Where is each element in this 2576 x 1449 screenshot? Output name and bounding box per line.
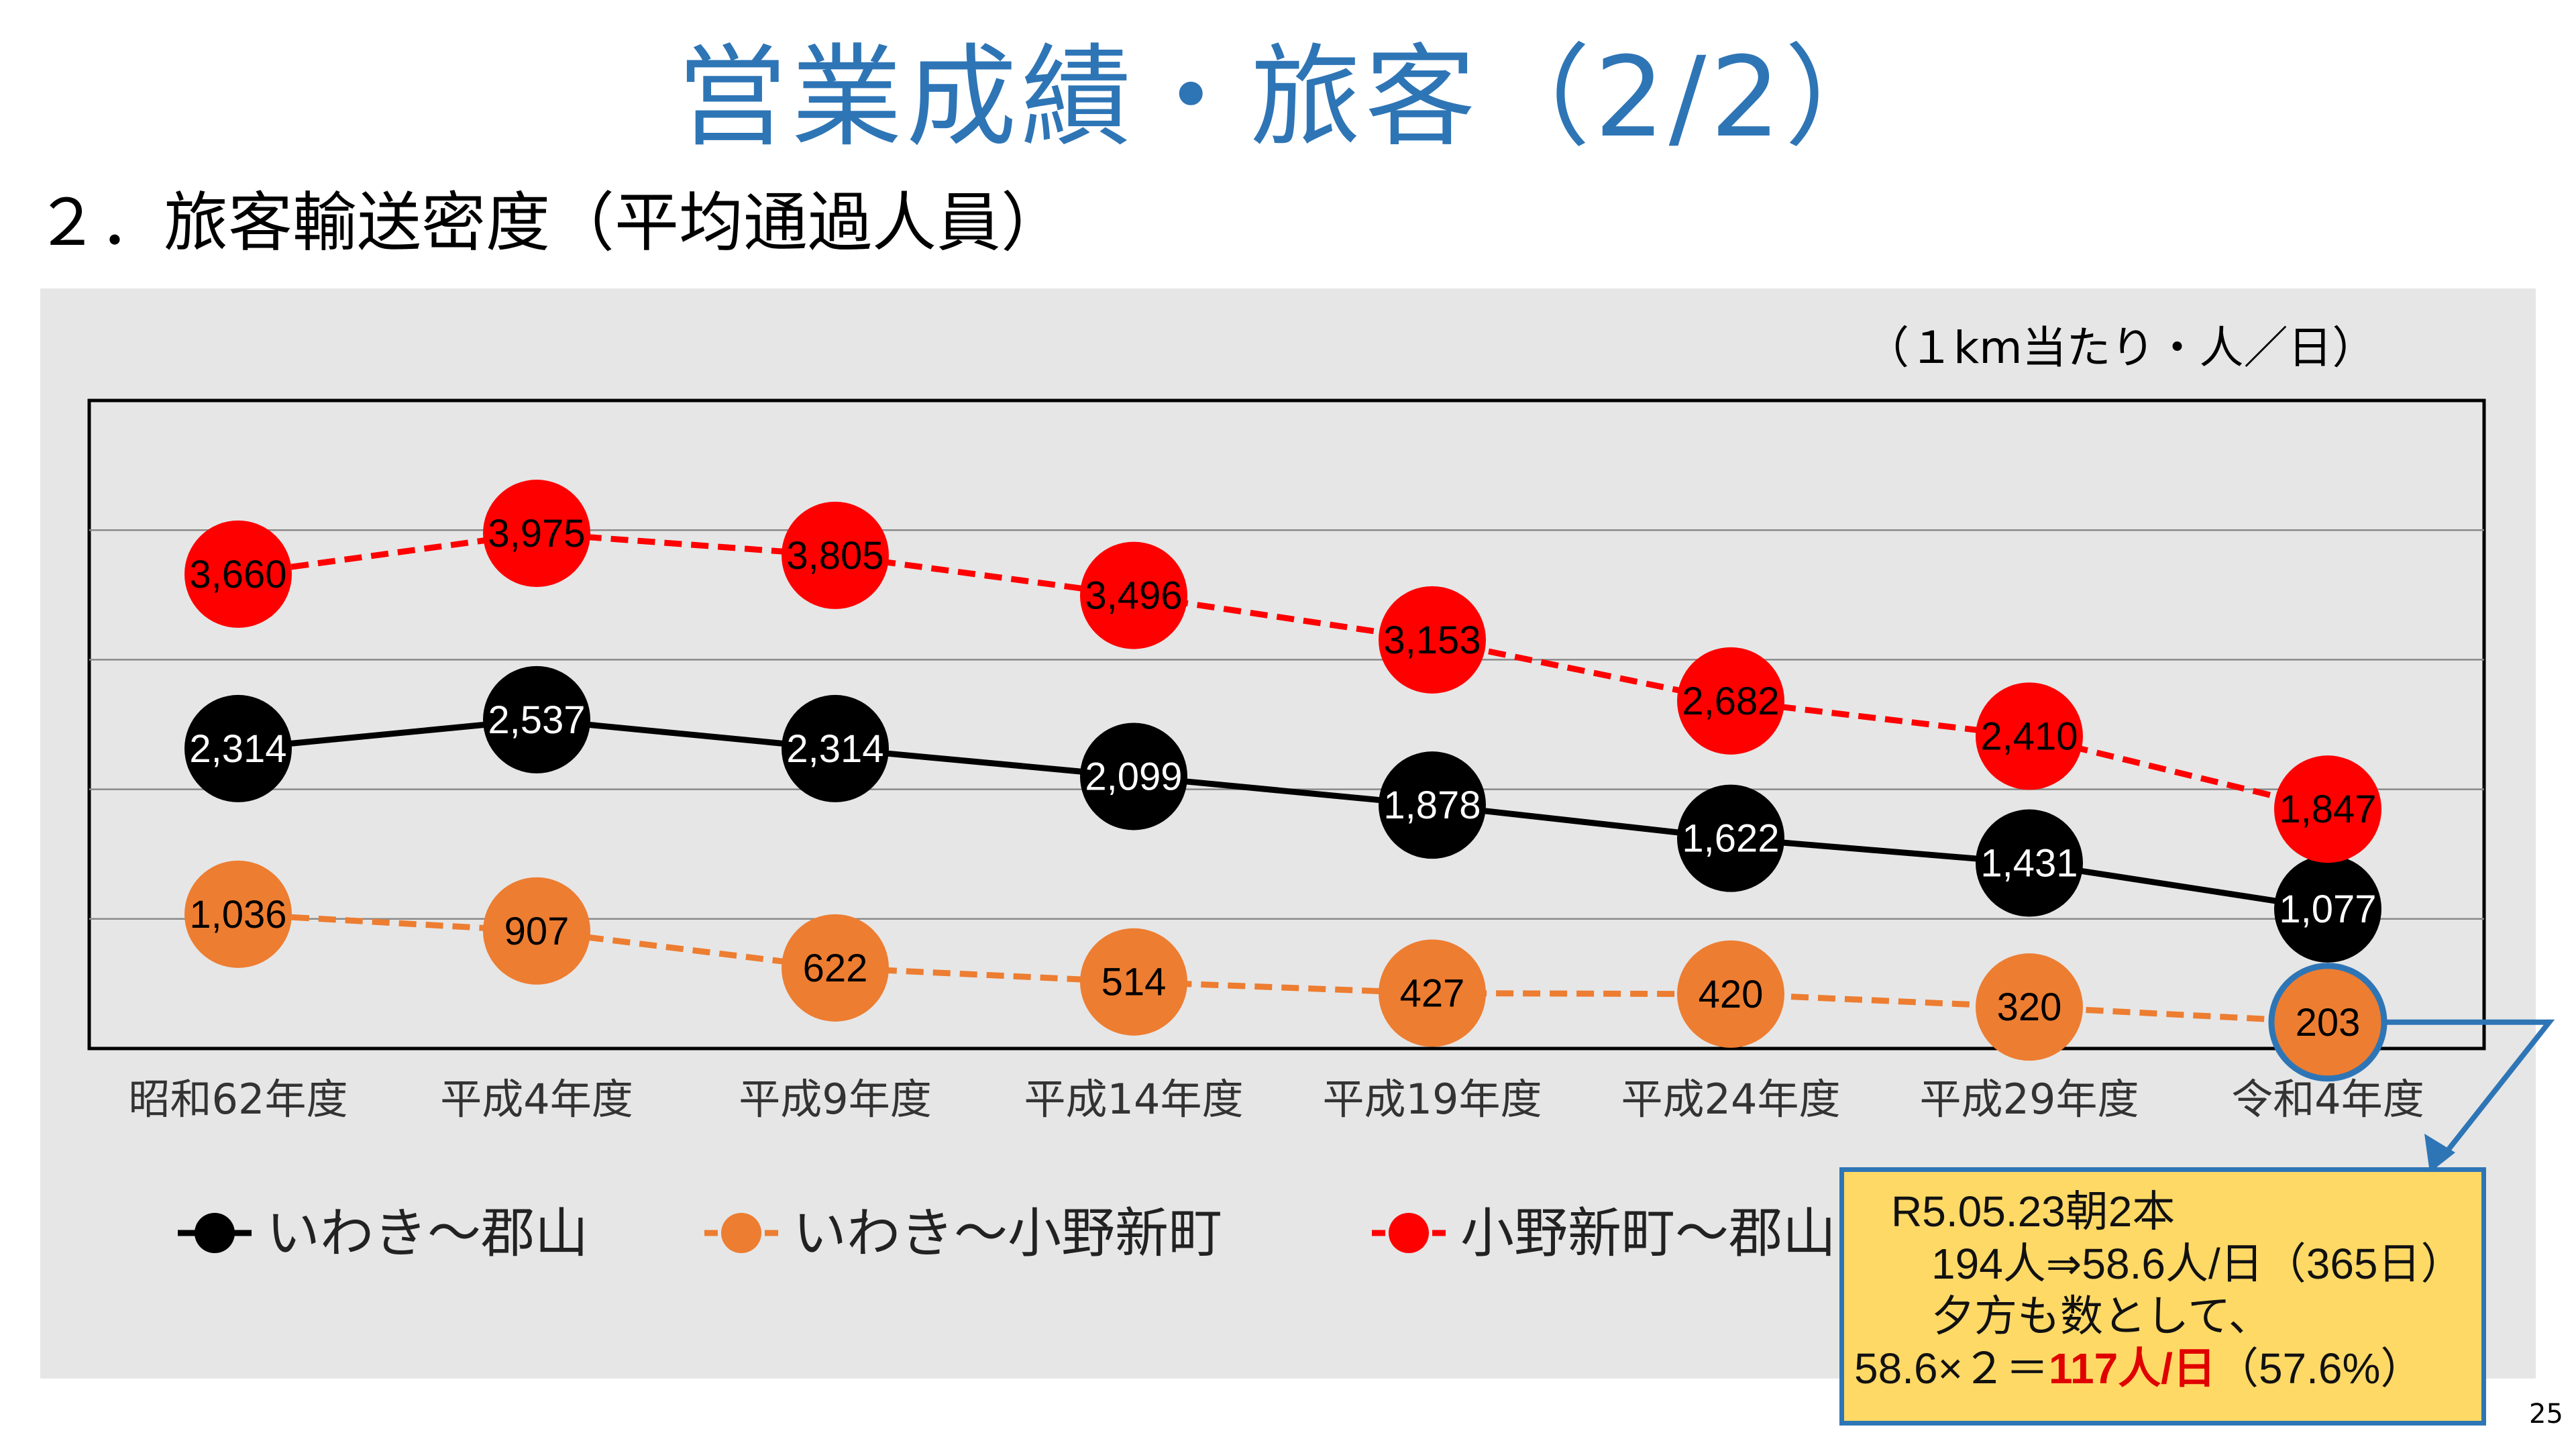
data-point <box>1080 928 1187 1036</box>
callout-line-1: R5.05.23朝2本 <box>1891 1187 2176 1236</box>
x-tick-label: 平成4年度 <box>440 1075 633 1124</box>
data-label: 2,682 <box>1682 680 1779 723</box>
data-point <box>1677 784 1784 892</box>
data-label: 320 <box>1997 985 2062 1029</box>
data-point <box>1080 722 1187 830</box>
data-label: 203 <box>2296 1001 2361 1044</box>
x-tick-label: 平成14年度 <box>1024 1075 1244 1124</box>
data-point <box>184 520 292 628</box>
data-point <box>184 694 292 802</box>
data-point <box>1677 647 1784 755</box>
data-label: 3,660 <box>189 553 286 596</box>
callout-percent: （57.6%） <box>2215 1344 2424 1393</box>
data-point <box>2274 855 2381 963</box>
data-point <box>782 501 889 609</box>
slide-title: 営業成績・旅客（2/2） <box>676 33 1900 162</box>
callout-calc: 58.6×２＝ <box>1854 1344 2049 1393</box>
data-point <box>1677 940 1784 1048</box>
data-point <box>2274 968 2381 1076</box>
data-markers: 2,314 2,537 2,314 2,099 1,878 1,622 1,431 1,077… <box>184 480 2387 1082</box>
page-number: 25 <box>2529 1399 2563 1430</box>
data-point <box>483 665 590 773</box>
legend-label: 小野新町〜郡山 <box>1460 1202 1836 1265</box>
callout-line-4: 58.6×２＝117人/日（57.6%） <box>1854 1342 2481 1395</box>
grid-lines <box>89 529 2484 920</box>
legend-marker <box>1389 1213 1429 1253</box>
callout-arrow <box>2381 1019 2555 1173</box>
callout-line-2: 194人⇒58.6人/日（365日） <box>1931 1240 2464 1289</box>
legend-marker <box>195 1213 235 1253</box>
data-point <box>1976 682 2083 790</box>
connector-line <box>2381 1019 2555 1160</box>
data-label: 2,099 <box>1085 755 1182 798</box>
data-point <box>483 480 590 588</box>
data-label: 1,077 <box>2279 888 2376 931</box>
data-point <box>782 914 889 1022</box>
data-label: 1,847 <box>2279 788 2376 831</box>
data-point <box>184 860 292 968</box>
data-point <box>1379 586 1486 694</box>
unit-label: （１km当たり・人／日） <box>1865 322 2377 374</box>
data-point <box>1379 939 1486 1047</box>
x-tick-label: 平成24年度 <box>1621 1075 1841 1124</box>
data-label: 1,431 <box>1980 842 2078 885</box>
annotation-callout: R5.05.23朝2本 194人⇒58.6人/日（365日） 夕方も数として、 … <box>1839 1167 2486 1426</box>
data-point <box>1379 751 1486 859</box>
data-label: 2,314 <box>786 727 883 771</box>
x-tick-label: 令和4年度 <box>2231 1075 2424 1124</box>
callout-line-3: 夕方も数として、 <box>1931 1292 2271 1341</box>
data-label: 3,496 <box>1085 574 1182 618</box>
data-point <box>483 877 590 985</box>
data-point <box>2274 755 2381 863</box>
data-label: 3,153 <box>1383 619 1481 662</box>
legend-label: いわき〜郡山 <box>266 1202 588 1265</box>
x-tick-label: 平成9年度 <box>739 1075 931 1124</box>
data-label: 2,314 <box>189 727 286 771</box>
data-label: 2,410 <box>1980 714 2078 758</box>
data-point <box>1976 953 2083 1061</box>
data-label: 622 <box>803 947 868 990</box>
data-label: 420 <box>1699 973 1764 1016</box>
data-label: 427 <box>1400 972 1465 1016</box>
data-label: 2,537 <box>488 698 585 742</box>
legend-marker <box>721 1213 761 1253</box>
section-heading: ２．旅客輸送密度（平均通過人員） <box>35 185 1065 260</box>
data-point <box>1976 809 2083 917</box>
x-axis-ticks: 昭和62年度 平成4年度 平成9年度 平成14年度 平成19年度 平成24年度 平成29年度… <box>129 1075 2424 1124</box>
data-label: 1,622 <box>1682 817 1779 861</box>
data-label: 907 <box>504 910 570 953</box>
x-tick-label: 平成19年度 <box>1323 1075 1542 1124</box>
data-label: 3,805 <box>786 534 883 578</box>
data-label: 3,975 <box>488 512 585 555</box>
data-point <box>1080 541 1187 649</box>
plot-area <box>87 398 2486 1051</box>
callout-highlight: 117人/日 <box>2048 1344 2216 1393</box>
data-label: 1,878 <box>1383 784 1481 827</box>
legend: いわき〜郡山 いわき〜小野新町 小野新町〜郡山 <box>178 1202 1836 1265</box>
x-tick-label: 昭和62年度 <box>129 1075 348 1124</box>
x-tick-label: 平成29年度 <box>1920 1075 2139 1124</box>
data-label: 1,036 <box>189 893 286 936</box>
arrow-head <box>2424 1134 2455 1173</box>
data-point <box>782 694 889 802</box>
legend-label: いわき〜小野新町 <box>793 1202 1222 1265</box>
data-label: 514 <box>1102 961 1167 1004</box>
